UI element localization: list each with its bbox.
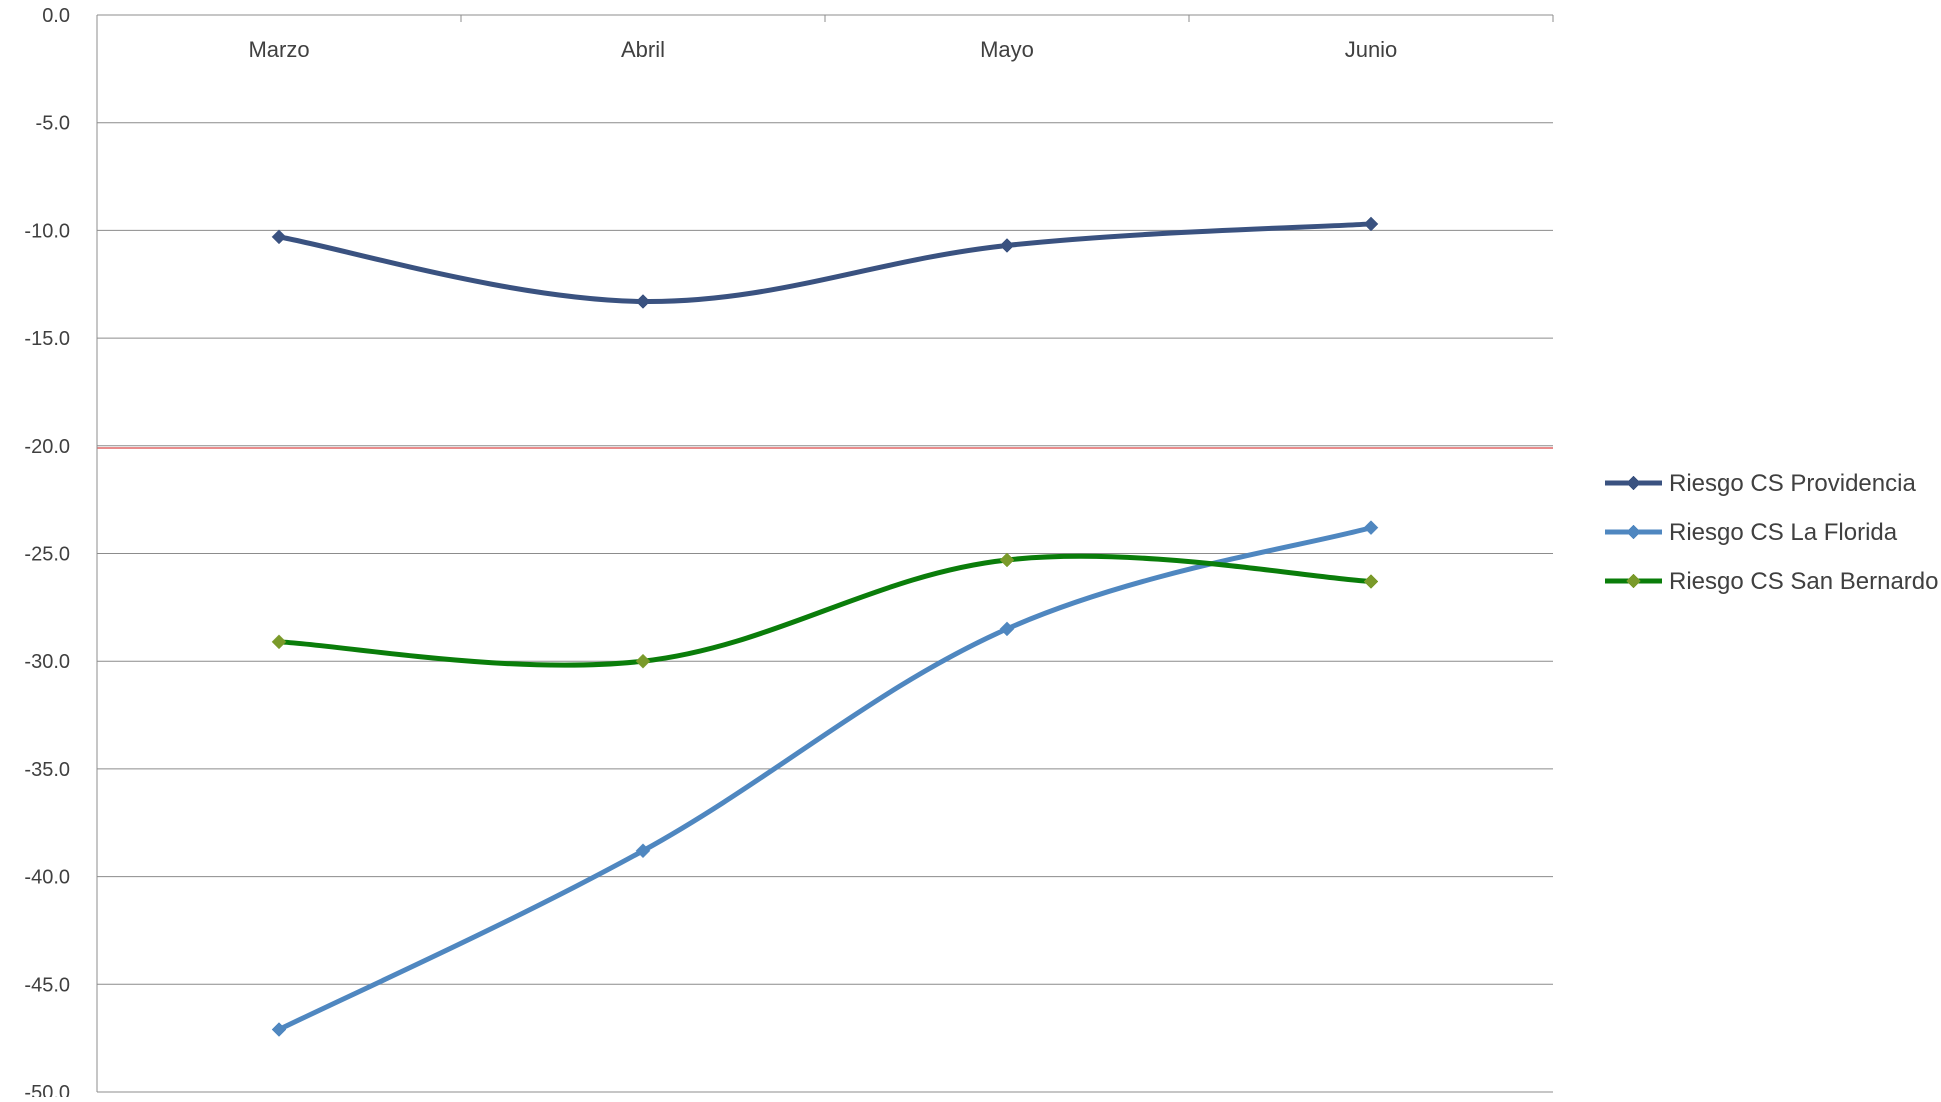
x-tick-label: Marzo: [248, 37, 309, 62]
y-tick-label: -10.0: [24, 220, 70, 242]
y-tick-label: -50.0: [24, 1082, 70, 1097]
y-tick-label: -45.0: [24, 974, 70, 996]
y-tick-label: -30.0: [24, 651, 70, 673]
legend-label-riesgo-cs-la-florida: Riesgo CS La Florida: [1669, 519, 1898, 546]
series-lines: [276, 221, 1374, 1033]
gridlines: [97, 14, 1553, 1093]
data-point-riesgo-cs-san-bernardo: [635, 653, 651, 669]
axes: 0.0 -5.0 -10.0 -15.0 -20.0 -25.0 -30.0 -35.0 -40…: [24, 5, 1554, 1102]
x-tick-label: Abril: [621, 37, 665, 62]
data-point-riesgo-cs-providencia: [999, 238, 1015, 253]
legend-marker-riesgo-cs-la-florida: [1626, 524, 1641, 540]
data-point-riesgo-cs-la-florida: [271, 1022, 287, 1037]
data-point-riesgo-cs-providencia: [635, 294, 651, 309]
data-point-riesgo-cs-san-bernardo: [999, 552, 1015, 568]
series-line-riesgo-cs-providencia: [276, 221, 1374, 304]
x-tick-label: Mayo: [980, 37, 1034, 62]
series-markers: [271, 216, 1379, 1037]
legend-marker-riesgo-cs-san-bernardo: [1626, 573, 1641, 589]
data-point-riesgo-cs-la-florida: [999, 621, 1015, 637]
data-point-riesgo-cs-providencia: [1363, 216, 1379, 232]
series-line-riesgo-cs-san-bernardo: [276, 553, 1374, 668]
series-line-riesgo-cs-la-florida: [276, 525, 1374, 1033]
data-point-riesgo-cs-la-florida: [635, 843, 651, 859]
data-point-riesgo-cs-providencia: [271, 229, 287, 245]
y-tick-label: -40.0: [24, 867, 70, 889]
data-point-riesgo-cs-san-bernardo: [271, 634, 287, 650]
y-tick-label: -25.0: [24, 544, 70, 566]
y-tick-label: -15.0: [24, 328, 70, 350]
legend-marker-riesgo-cs-providencia: [1626, 475, 1641, 491]
y-tick-label: -5.0: [36, 113, 70, 135]
legend-label-riesgo-cs-providencia: Riesgo CS Providencia: [1669, 470, 1916, 497]
y-tick-label: -20.0: [24, 436, 70, 458]
data-point-riesgo-cs-san-bernardo: [1363, 574, 1379, 589]
y-tick-label: -35.0: [24, 759, 70, 781]
legend: Riesgo CS Providencia Riesgo CS La Florid…: [1605, 470, 1938, 595]
y-tick-label: 0.0: [42, 5, 70, 27]
x-tick-label: Junio: [1345, 37, 1398, 62]
legend-label-riesgo-cs-san-bernardo: Riesgo CS San Bernardo: [1669, 568, 1938, 595]
data-point-riesgo-cs-la-florida: [1363, 520, 1379, 536]
